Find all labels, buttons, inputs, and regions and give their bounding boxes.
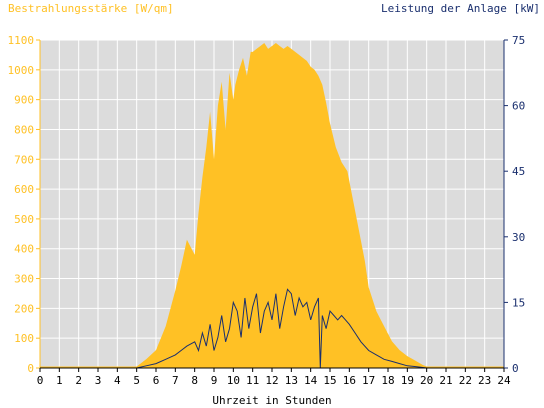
left-tick-label: 800 xyxy=(14,123,34,136)
left-tick-label: 1000 xyxy=(8,64,35,77)
x-tick-label: 12 xyxy=(265,374,278,387)
left-tick-label: 600 xyxy=(14,183,34,196)
right-tick-label: 45 xyxy=(512,165,525,178)
irradiance-series xyxy=(40,43,504,368)
x-tick-label: 1 xyxy=(56,374,63,387)
axes xyxy=(36,39,508,372)
x-tick-label: 9 xyxy=(211,374,218,387)
x-tick-label: 3 xyxy=(95,374,102,387)
x-tick-label: 10 xyxy=(227,374,240,387)
power-line xyxy=(40,288,504,369)
x-tick-label: 22 xyxy=(459,374,472,387)
x-tick-label: 16 xyxy=(343,374,356,387)
x-tick-label: 0 xyxy=(37,374,44,387)
x-tick-label: 19 xyxy=(401,374,414,387)
x-tick-label: 24 xyxy=(497,374,511,387)
x-tick-label: 21 xyxy=(439,374,452,387)
right-tick-label: 0 xyxy=(512,362,519,375)
x-tick-label: 5 xyxy=(133,374,140,387)
right-tick-label: 15 xyxy=(512,296,525,309)
left-tick-label: 200 xyxy=(14,302,34,315)
x-tick-label: 8 xyxy=(191,374,198,387)
left-tick-label: 100 xyxy=(14,332,34,345)
right-tick-label: 60 xyxy=(512,100,525,113)
x-tick-label: 14 xyxy=(304,374,318,387)
irradiance-area xyxy=(40,43,446,368)
left-tick-label: 900 xyxy=(14,94,34,107)
x-tick-label: 6 xyxy=(153,374,160,387)
x-tick-label: 18 xyxy=(381,374,394,387)
left-tick-label: 300 xyxy=(14,273,34,286)
x-tick-label: 20 xyxy=(420,374,433,387)
left-tick-label: 0 xyxy=(27,362,34,375)
x-tick-label: 23 xyxy=(478,374,491,387)
x-tick-label: 2 xyxy=(75,374,82,387)
right-axis-title: Leistung der Anlage [kW] xyxy=(381,2,540,15)
right-tick-label: 75 xyxy=(512,34,525,47)
x-tick-label: 17 xyxy=(362,374,375,387)
ticks: 0100200300400500600700800900100011000153… xyxy=(8,34,526,387)
power-series xyxy=(40,288,504,369)
x-tick-label: 15 xyxy=(323,374,336,387)
left-axis-title: Bestrahlungsstärke [W/qm] xyxy=(8,2,174,15)
x-axis-label: Uhrzeit in Stunden xyxy=(212,394,332,407)
right-tick-label: 30 xyxy=(512,231,525,244)
x-tick-label: 7 xyxy=(172,374,179,387)
left-tick-label: 500 xyxy=(14,213,34,226)
left-tick-label: 1100 xyxy=(8,34,35,47)
x-tick-label: 13 xyxy=(285,374,298,387)
left-tick-label: 400 xyxy=(14,243,34,256)
x-tick-label: 11 xyxy=(246,374,259,387)
left-tick-label: 700 xyxy=(14,153,34,166)
x-tick-label: 4 xyxy=(114,374,121,387)
